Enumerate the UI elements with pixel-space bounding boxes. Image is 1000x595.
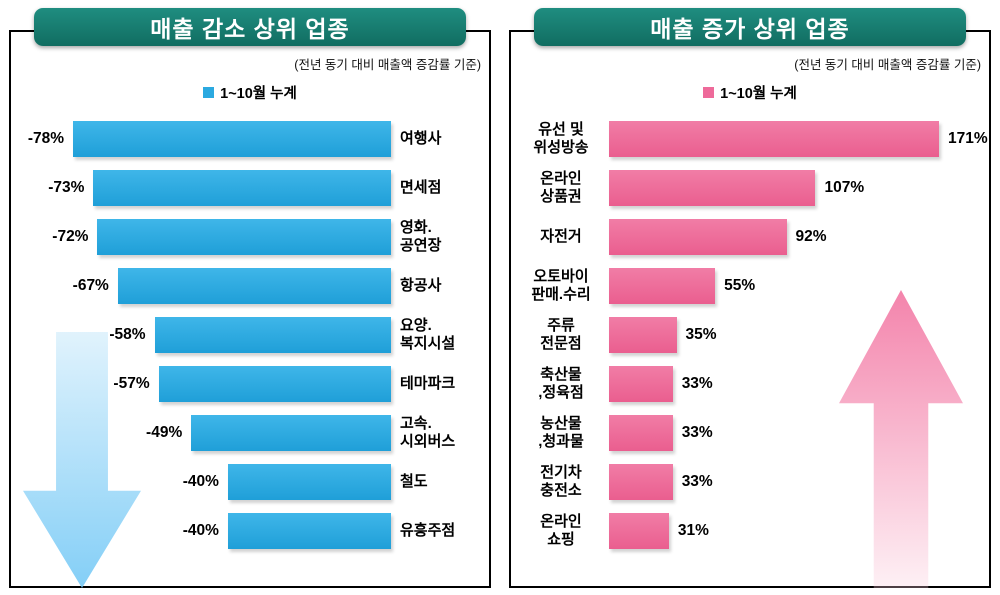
table-row: -73% 면세점 [11, 163, 489, 212]
category-label: 면세점 [400, 178, 442, 196]
value-label: -40% [182, 472, 219, 490]
value-label: 31% [677, 521, 709, 539]
table-row: 오토바이 판매.수리 55% [513, 261, 989, 310]
category-label: 유선 및 위성방송 [533, 120, 589, 156]
value-label: -73% [48, 178, 85, 196]
value-label: 33% [681, 472, 713, 490]
bar [97, 218, 391, 255]
value-label: -58% [109, 325, 146, 343]
bar [609, 120, 939, 157]
table-row: 유선 및 위성방송 171% [513, 114, 989, 163]
value-label: 171% [948, 129, 988, 147]
table-row: -57% 테마파크 [11, 359, 489, 408]
value-label: 33% [681, 423, 713, 441]
subtitle-decrease: (전년 동기 대비 매출액 증감률 기준) [294, 58, 481, 72]
value-label: 33% [681, 374, 713, 392]
bar [191, 414, 391, 451]
bar [609, 414, 673, 451]
bar [227, 512, 391, 549]
category-label: 영화. 공연장 [400, 218, 442, 254]
value-label: 92% [795, 227, 827, 245]
category-label: 유흥주점 [400, 521, 456, 539]
bar [93, 169, 391, 206]
bar-rows-decrease: -78% 여행사 -73% 면세점 -72% 영화. 공연장 -67% 항공사 … [11, 114, 489, 555]
panel-sales-decrease: 매출 감소 상위 업종 (전년 동기 대비 매출액 증감률 기준) 1~10월 … [9, 8, 491, 588]
subtitle-increase: (전년 동기 대비 매출액 증감률 기준) [794, 58, 981, 72]
category-label: 온라인 쇼핑 [540, 512, 582, 548]
table-row: -72% 영화. 공연장 [11, 212, 489, 261]
bar [73, 120, 391, 157]
panel-title-increase: 매출 증가 상위 업종 [534, 8, 966, 46]
legend-decrease: 1~10월 누계 [11, 82, 489, 103]
value-label: 35% [685, 325, 717, 343]
bar [609, 463, 673, 500]
bar [117, 267, 391, 304]
table-row: 자전거 92% [513, 212, 989, 261]
table-row: -40% 유흥주점 [11, 506, 489, 555]
category-label: 고속. 시외버스 [400, 414, 456, 450]
value-label: -40% [182, 521, 219, 539]
table-row: 온라인 상품권 107% [513, 163, 989, 212]
table-row: -78% 여행사 [11, 114, 489, 163]
table-row: -58% 요양. 복지시설 [11, 310, 489, 359]
category-label: 자전거 [540, 227, 582, 245]
panel-title-decrease: 매출 감소 상위 업종 [34, 8, 466, 46]
table-row: -49% 고속. 시외버스 [11, 408, 489, 457]
category-label: 축산물 ,정육점 [538, 365, 584, 401]
table-row: 축산물 ,정육점 33% [513, 359, 989, 408]
value-label: -78% [27, 129, 64, 147]
category-label: 테마파크 [400, 374, 456, 392]
bar [609, 169, 816, 206]
legend-label: 1~10월 누계 [220, 86, 297, 102]
table-row: 농산물 ,청과물 33% [513, 408, 989, 457]
category-label: 농산물 ,청과물 [538, 414, 584, 450]
legend-swatch-pink-icon [703, 87, 715, 98]
bar [227, 463, 391, 500]
bar-rows-increase: 유선 및 위성방송 171% 온라인 상품권 107% 자전거 92% 오토바이… [511, 114, 989, 555]
category-label: 요양. 복지시설 [400, 316, 456, 352]
category-label: 오토바이 판매.수리 [531, 267, 591, 303]
category-label: 여행사 [400, 129, 442, 147]
bar [609, 512, 669, 549]
table-row: 주류 전문점 35% [513, 310, 989, 359]
panel-sales-increase: 매출 증가 상위 업종 (전년 동기 대비 매출액 증감률 기준) 1~10월 … [509, 8, 991, 588]
category-label: 항공사 [400, 276, 442, 294]
bar [154, 316, 391, 353]
bar [609, 365, 673, 402]
table-row: 온라인 쇼핑 31% [513, 506, 989, 555]
category-label: 주류 전문점 [540, 316, 582, 352]
legend-label: 1~10월 누계 [720, 86, 797, 102]
value-label: -67% [72, 276, 109, 294]
table-row: -67% 항공사 [11, 261, 489, 310]
legend-increase: 1~10월 누계 [511, 82, 989, 103]
category-label: 철도 [400, 472, 428, 490]
category-label: 온라인 상품권 [540, 169, 582, 205]
value-label: 107% [824, 178, 865, 196]
value-label: 55% [724, 276, 756, 294]
table-row: -40% 철도 [11, 457, 489, 506]
category-label: 전기차 충전소 [540, 463, 582, 499]
value-label: -72% [52, 227, 89, 245]
bar [609, 316, 677, 353]
bar [609, 267, 716, 304]
table-row: 전기차 충전소 33% [513, 457, 989, 506]
value-label: -49% [146, 423, 183, 441]
bar [609, 218, 787, 255]
legend-swatch-blue-icon [203, 87, 215, 98]
value-label: -57% [113, 374, 150, 392]
bar [158, 365, 391, 402]
